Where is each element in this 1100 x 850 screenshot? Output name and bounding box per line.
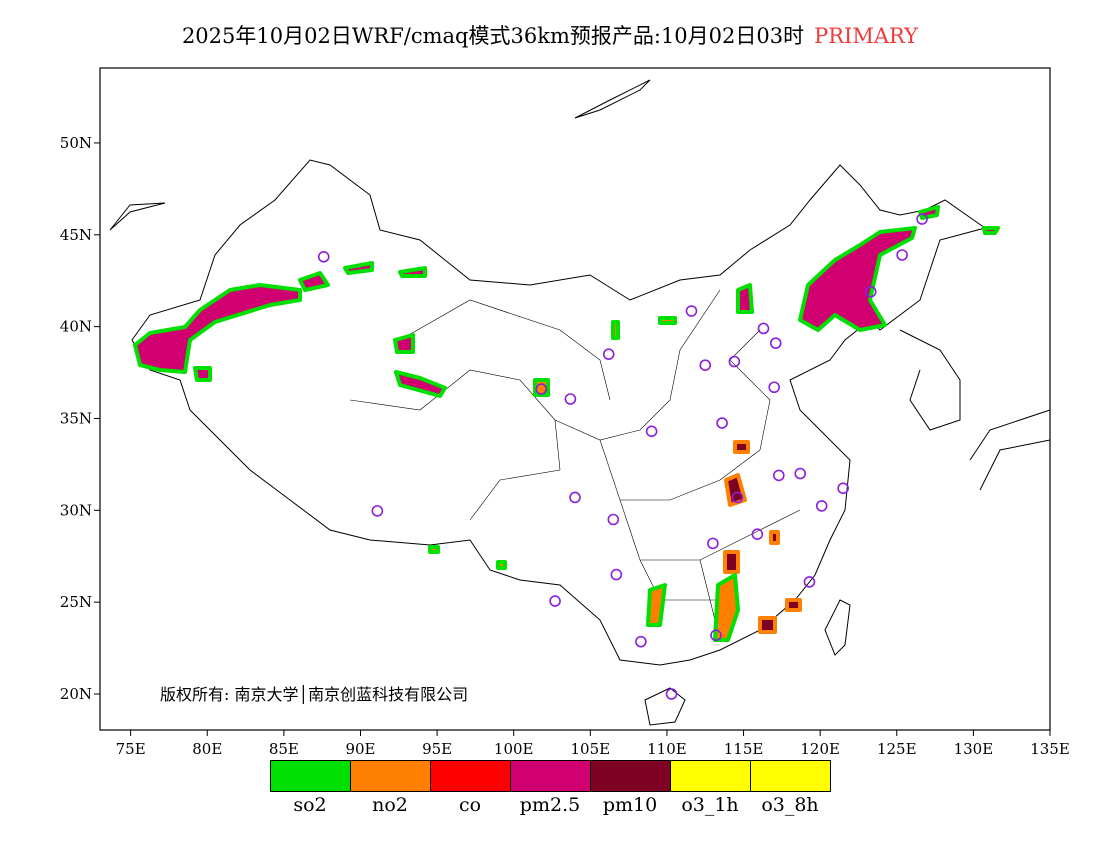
- lon-tick-label: 95E: [422, 740, 452, 758]
- lon-tick-label: 135E: [1030, 740, 1070, 758]
- lat-tick-label: 45N: [60, 226, 92, 244]
- korea-japan-coast: [899, 329, 1051, 491]
- station-marker: [371, 505, 384, 517]
- lon-tick-label: 100E: [494, 740, 534, 758]
- station-marker: [769, 337, 782, 349]
- lon-tick-label: 75E: [116, 740, 146, 758]
- station-marker: [699, 359, 712, 372]
- station-marker: [815, 500, 828, 512]
- title-text: 2025年10月02日WRF/cmaq模式36km预报产品:10月02日03时: [181, 24, 805, 48]
- lat-tick-label: 50N: [60, 134, 92, 152]
- station-marker: [607, 513, 620, 526]
- station-marker: [535, 383, 548, 395]
- legend-swatch-so2: [270, 760, 350, 792]
- lon-tick-label: 90E: [345, 740, 375, 758]
- station-marker: [564, 393, 577, 405]
- legend-label: o3_8h: [761, 794, 819, 816]
- lon-tick-label: 105E: [571, 740, 611, 758]
- lat-tick-label: 25N: [60, 593, 92, 611]
- axis-ticks: 75E 80E 85E 90E 95E 100E 105E 110E 115E 120E 125E 1…: [60, 134, 1070, 758]
- station-marker: [317, 251, 330, 263]
- lat-tick-label: 35N: [60, 409, 92, 427]
- station-markers: [317, 213, 928, 700]
- station-marker: [710, 629, 722, 642]
- station-marker: [549, 595, 561, 607]
- legend-swatch-no2: [350, 760, 430, 792]
- pollution-areas: [133, 205, 1000, 642]
- lon-tick-label: 85E: [269, 740, 299, 758]
- station-marker: [716, 417, 728, 429]
- lon-tick-label: 130E: [954, 740, 994, 758]
- station-marker: [610, 568, 623, 581]
- station-marker: [685, 305, 698, 317]
- station-marker: [772, 469, 785, 482]
- station-marker: [864, 285, 877, 298]
- station-marker: [707, 537, 719, 550]
- station-marker: [728, 355, 741, 368]
- station-marker: [837, 482, 849, 495]
- station-marker: [896, 249, 908, 261]
- station-marker: [635, 635, 647, 648]
- lat-tick-label: 30N: [60, 501, 92, 519]
- station-marker: [645, 425, 658, 438]
- station-marker: [757, 322, 770, 335]
- legend-swatch-o3_1h: [670, 760, 750, 792]
- lat-tick-label: 20N: [60, 685, 92, 703]
- legend-swatch-co: [430, 760, 510, 792]
- station-marker: [731, 491, 744, 504]
- station-marker: [768, 381, 780, 394]
- legend-label: so2: [293, 794, 327, 816]
- map-title: 2025年10月02日WRF/cmaq模式36km预报产品:10月02日03时 P…: [0, 20, 1100, 50]
- legend-label: no2: [372, 794, 408, 816]
- station-marker: [803, 576, 816, 588]
- station-marker: [602, 348, 615, 360]
- station-marker: [569, 491, 581, 504]
- legend-swatch-o3_8h: [750, 760, 831, 792]
- lat-tick-label: 40N: [60, 318, 92, 336]
- legend-label: pm2.5: [519, 794, 581, 816]
- station-marker: [794, 467, 807, 480]
- hainan-island: [644, 687, 686, 726]
- station-marker: [916, 213, 928, 225]
- taiwan-island: [824, 599, 851, 656]
- lon-tick-label: 125E: [877, 740, 917, 758]
- pm25-area-tianshan: [193, 261, 447, 398]
- so2-area-south: [428, 316, 740, 642]
- legend-label: o3_1h: [681, 794, 739, 816]
- china-border: [131, 159, 987, 666]
- station-marker: [665, 688, 678, 700]
- lake-baikal: [574, 79, 651, 119]
- map-frame: [99, 67, 1051, 731]
- lon-tick-label: 80E: [192, 740, 222, 758]
- lon-tick-label: 110E: [647, 740, 687, 758]
- legend-swatch-pm10: [590, 760, 670, 792]
- legend-swatch-pm2.5: [510, 760, 590, 792]
- legend-label: pm10: [602, 794, 658, 816]
- station-marker: [751, 528, 764, 540]
- pm25-area-central: [723, 440, 802, 634]
- pm25-area-northeast: [736, 205, 1000, 332]
- lon-tick-label: 120E: [800, 740, 840, 758]
- lon-tick-label: 115E: [724, 740, 764, 758]
- copyright-text: 版权所有: 南京大学│南京创蓝科技有限公司: [160, 685, 469, 704]
- pm25-area-xinjiang: [133, 283, 302, 374]
- title-tag: PRIMARY: [814, 24, 919, 48]
- boundaries: [109, 79, 1051, 726]
- legend-label: co: [458, 794, 482, 816]
- balkhash: [109, 202, 166, 231]
